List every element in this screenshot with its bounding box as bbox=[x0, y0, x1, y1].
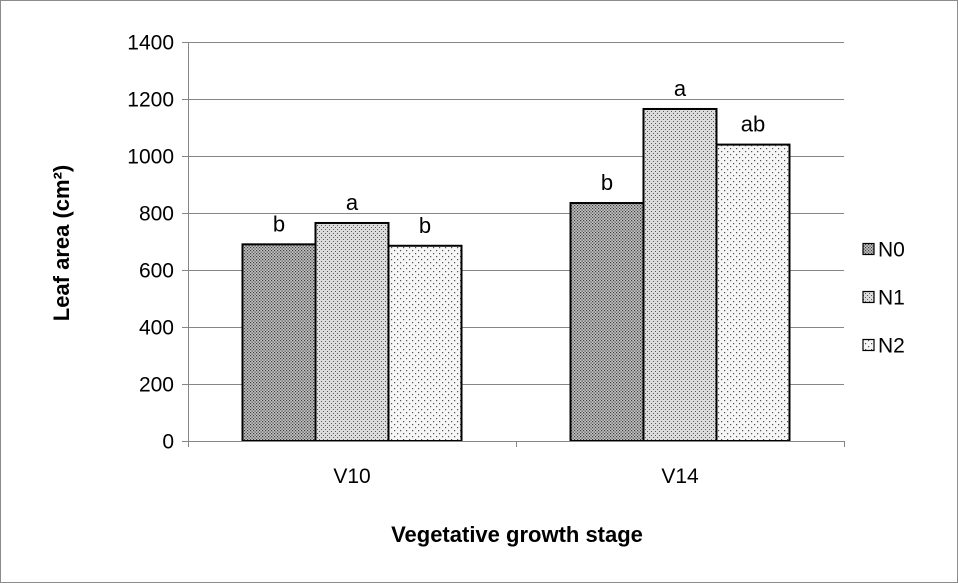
axes: 0 200 400 600 800 1000 1200 1400 V10 V14 bbox=[127, 32, 845, 488]
data-label: ab bbox=[741, 112, 765, 137]
legend-swatch-n2 bbox=[862, 338, 875, 352]
legend-label-n2: N2 bbox=[878, 335, 905, 358]
bar-n0-v14 bbox=[569, 202, 645, 442]
legend-label-n1: N1 bbox=[878, 287, 905, 310]
data-label: a bbox=[346, 190, 359, 215]
legend-label-n0: N0 bbox=[878, 239, 905, 262]
bar-n1-v10 bbox=[314, 221, 390, 442]
legend-swatch-n1 bbox=[862, 290, 875, 304]
x-category-label: V14 bbox=[661, 465, 699, 488]
y-axis-title: Leaf area (cm²) bbox=[49, 165, 74, 322]
y-tick-label: 1000 bbox=[127, 146, 174, 169]
data-label: b bbox=[273, 211, 285, 236]
x-category-label: V10 bbox=[333, 465, 370, 488]
y-tick-label: 0 bbox=[162, 431, 174, 454]
bar-n0-v10 bbox=[241, 243, 317, 442]
y-tick-label: 600 bbox=[139, 260, 174, 283]
y-tick-label: 200 bbox=[139, 374, 174, 397]
legend-swatch-n0 bbox=[862, 242, 875, 256]
y-tick-label: 1400 bbox=[127, 32, 174, 55]
bar-n1-v14 bbox=[642, 107, 718, 442]
bar-n2-v14 bbox=[715, 143, 791, 442]
y-tick-label: 1200 bbox=[127, 89, 174, 112]
data-label: b bbox=[419, 213, 431, 238]
data-label: a bbox=[674, 76, 687, 101]
bars bbox=[241, 107, 791, 442]
bar-n2-v10 bbox=[387, 244, 463, 442]
x-axis-title: Vegetative growth stage bbox=[391, 522, 643, 547]
legend: N0 N1 N2 bbox=[862, 239, 905, 358]
data-label: b bbox=[601, 170, 613, 195]
y-tick-label: 400 bbox=[139, 317, 174, 340]
y-tick-label: 800 bbox=[139, 203, 174, 226]
